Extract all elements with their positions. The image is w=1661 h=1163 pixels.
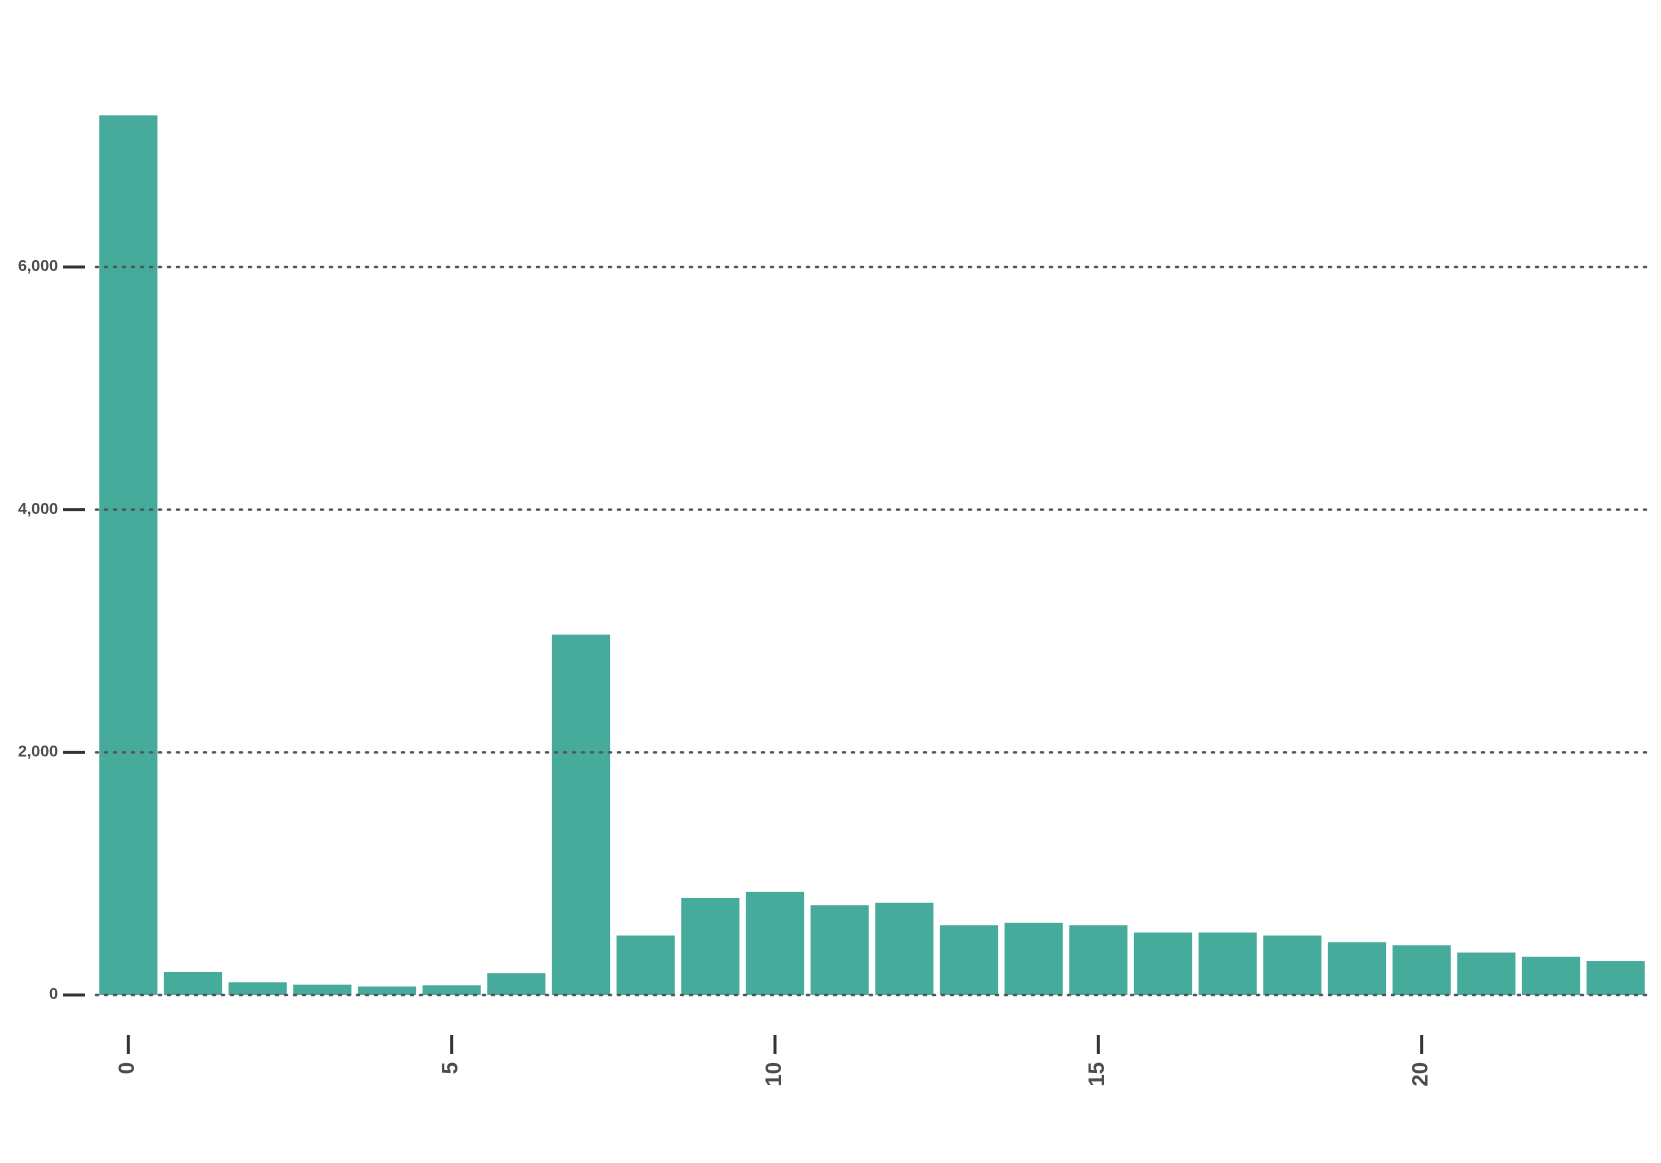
y-tick-label: 6,000	[18, 258, 58, 275]
x-tick-label: 10	[761, 1062, 786, 1086]
bar	[810, 905, 869, 995]
bar	[293, 984, 352, 995]
bar	[228, 982, 287, 995]
bar	[1327, 942, 1387, 995]
bar	[1004, 922, 1063, 995]
bar	[1198, 932, 1257, 995]
bar	[551, 634, 611, 995]
bar	[1392, 945, 1451, 995]
bar	[875, 902, 934, 995]
bar	[1263, 935, 1322, 995]
bar	[1521, 956, 1581, 995]
bar	[745, 891, 805, 995]
x-tick-label: 0	[114, 1062, 139, 1074]
bar	[487, 973, 546, 995]
y-tick-label: 0	[49, 986, 58, 1003]
bar	[99, 115, 158, 996]
y-tick-label: 4,000	[18, 501, 58, 518]
bar	[939, 925, 999, 995]
bar	[163, 971, 223, 995]
bar	[681, 897, 740, 995]
x-tick-label: 20	[1407, 1062, 1432, 1086]
y-tick-label: 2,000	[18, 744, 58, 761]
bar	[1069, 925, 1128, 995]
bar	[1133, 932, 1193, 995]
x-tick-label: 15	[1084, 1062, 1109, 1086]
bar	[357, 986, 417, 995]
bar	[1457, 952, 1516, 995]
bar	[1586, 961, 1645, 995]
bar	[422, 985, 481, 995]
bar	[616, 935, 675, 995]
x-tick-label: 5	[437, 1062, 462, 1074]
